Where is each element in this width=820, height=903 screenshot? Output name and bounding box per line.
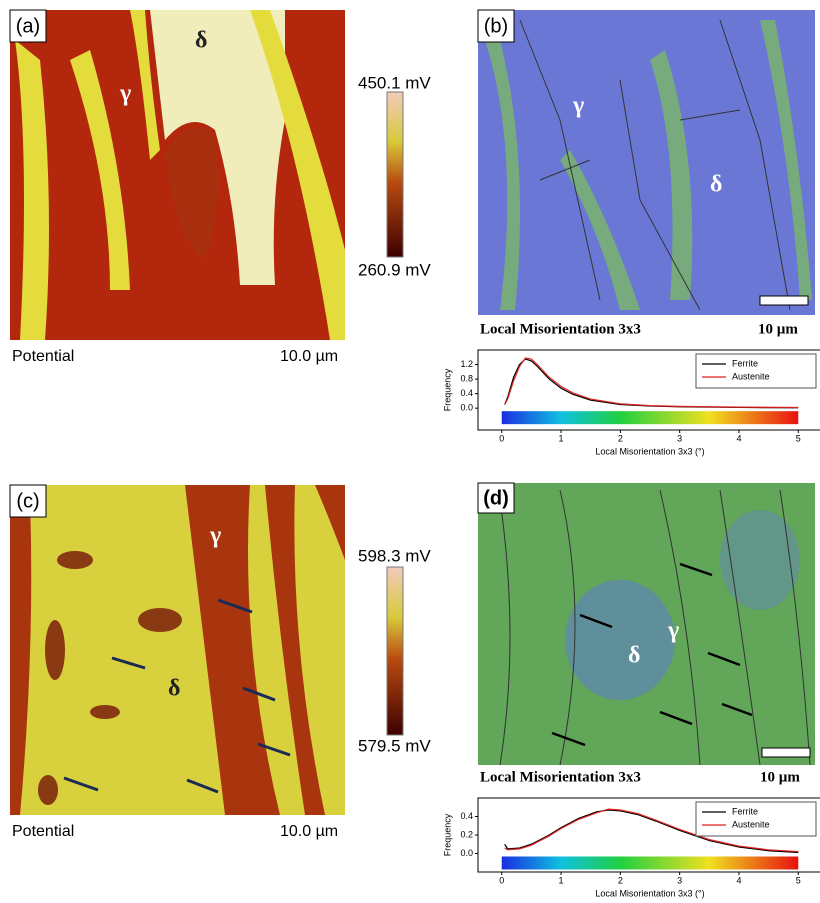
x-tick-label: 2 (618, 433, 623, 443)
scale-bar (759, 295, 809, 306)
colorbar (386, 91, 404, 258)
panel-label: (d) (483, 487, 509, 509)
austenite-island (165, 127, 219, 260)
y-tick-label: 0.4 (460, 388, 473, 398)
series-line (504, 357, 799, 409)
panel-label: (a) (16, 15, 40, 37)
gamma-label: γ (209, 523, 221, 549)
y-axis-label: Frequency (442, 813, 452, 856)
green-patches (485, 20, 812, 310)
x-tick-label: 3 (677, 875, 682, 885)
y-tick-label: 1.2 (460, 359, 473, 369)
x-tick-label: 4 (736, 875, 741, 885)
x-tick-label: 4 (736, 433, 741, 443)
x-tick-label: 2 (618, 875, 623, 885)
caption: Local Misorientation 3x3 (480, 321, 641, 337)
scale-label: 10 µm (758, 321, 798, 337)
blue-patch (720, 510, 800, 610)
ferrite-region (150, 10, 285, 285)
scale-bar (761, 747, 811, 758)
legend-box (695, 353, 817, 389)
y-tick-label: 0.0 (460, 403, 473, 413)
x-tick-label: 0 (499, 433, 504, 443)
y-tick-label: 0.4 (460, 811, 473, 821)
y-tick-label: 0.8 (460, 373, 473, 383)
panel-label: (c) (16, 490, 39, 512)
colorbar-max: 450.1 mV (358, 73, 431, 92)
y-tick-label: 0.2 (460, 829, 473, 839)
x-axis-label: Local Misorientation 3x3 (°) (595, 888, 704, 898)
x-tick-label: 1 (559, 433, 564, 443)
color-scale (501, 856, 799, 870)
arrows (551, 562, 753, 747)
island (38, 775, 58, 805)
panel-label-box (477, 9, 515, 43)
x-tick-label: 0 (499, 875, 504, 885)
y-tick-label: 0.0 (460, 848, 473, 858)
legend-label: Ferrite (732, 806, 758, 816)
delta-label: δ (195, 28, 207, 54)
island (138, 608, 182, 632)
island (90, 705, 120, 719)
gamma-label: γ (667, 618, 679, 644)
gamma-label: γ (572, 93, 584, 119)
legend-label: Austenite (732, 819, 770, 829)
x-tick-label: 5 (796, 433, 801, 443)
panel-a: (a) γ δ 450.1 mV 260.9 mV Potential 10.0… (9, 9, 431, 365)
colorbar-min: 579.5 mV (358, 736, 431, 755)
yellow-bands (15, 10, 345, 340)
x-tick-label: 3 (677, 433, 682, 443)
panel-c: (c) γ δ 598.3 mV 579.5 mV Potential 10.0… (9, 484, 431, 840)
scale-label: 10 µm (760, 769, 800, 785)
arrows (63, 598, 291, 794)
caption: Potential (12, 823, 74, 840)
x-axis-label: Local Misorientation 3x3 (°) (595, 446, 704, 456)
panel-label-box (9, 9, 47, 43)
x-tick-label: 1 (559, 875, 564, 885)
blue-patch (565, 580, 675, 700)
series-line (504, 809, 799, 854)
panel-b: (b) γ δ Local Misorientation 3x3 10 µm (477, 9, 815, 337)
x-tick-label: 5 (796, 875, 801, 885)
caption: Potential (12, 348, 74, 365)
austenite-bands (10, 485, 345, 815)
series-line (504, 808, 799, 853)
panel-label: (b) (484, 15, 508, 37)
gamma-label: γ (119, 81, 131, 107)
panel-label-box (9, 484, 47, 518)
grain-boundaries (519, 19, 791, 311)
delta-label: δ (628, 643, 640, 669)
scale-label: 10.0 µm (280, 823, 338, 840)
caption: Local Misorientation 3x3 (480, 769, 641, 785)
color-scale (501, 411, 799, 425)
y-axis-label: Frequency (442, 368, 452, 411)
legend-box (695, 801, 817, 837)
island (45, 620, 65, 680)
delta-label: δ (168, 676, 180, 702)
legend-label: Austenite (732, 371, 770, 381)
scale-label: 10.0 µm (280, 348, 338, 365)
colorbar-max: 598.3 mV (358, 546, 431, 565)
legend-label: Ferrite (732, 358, 758, 368)
panel-d: (d) γ δ Local Misorientation 3x3 10 µm (477, 482, 815, 785)
colorbar (386, 566, 404, 736)
grain-boundaries (499, 489, 811, 766)
plot-frame (477, 349, 820, 431)
misorientation-map (478, 10, 815, 315)
island (57, 551, 93, 569)
delta-label: δ (710, 172, 722, 198)
panel-label-box (477, 482, 515, 514)
colorbar-min: 260.9 mV (358, 260, 431, 279)
